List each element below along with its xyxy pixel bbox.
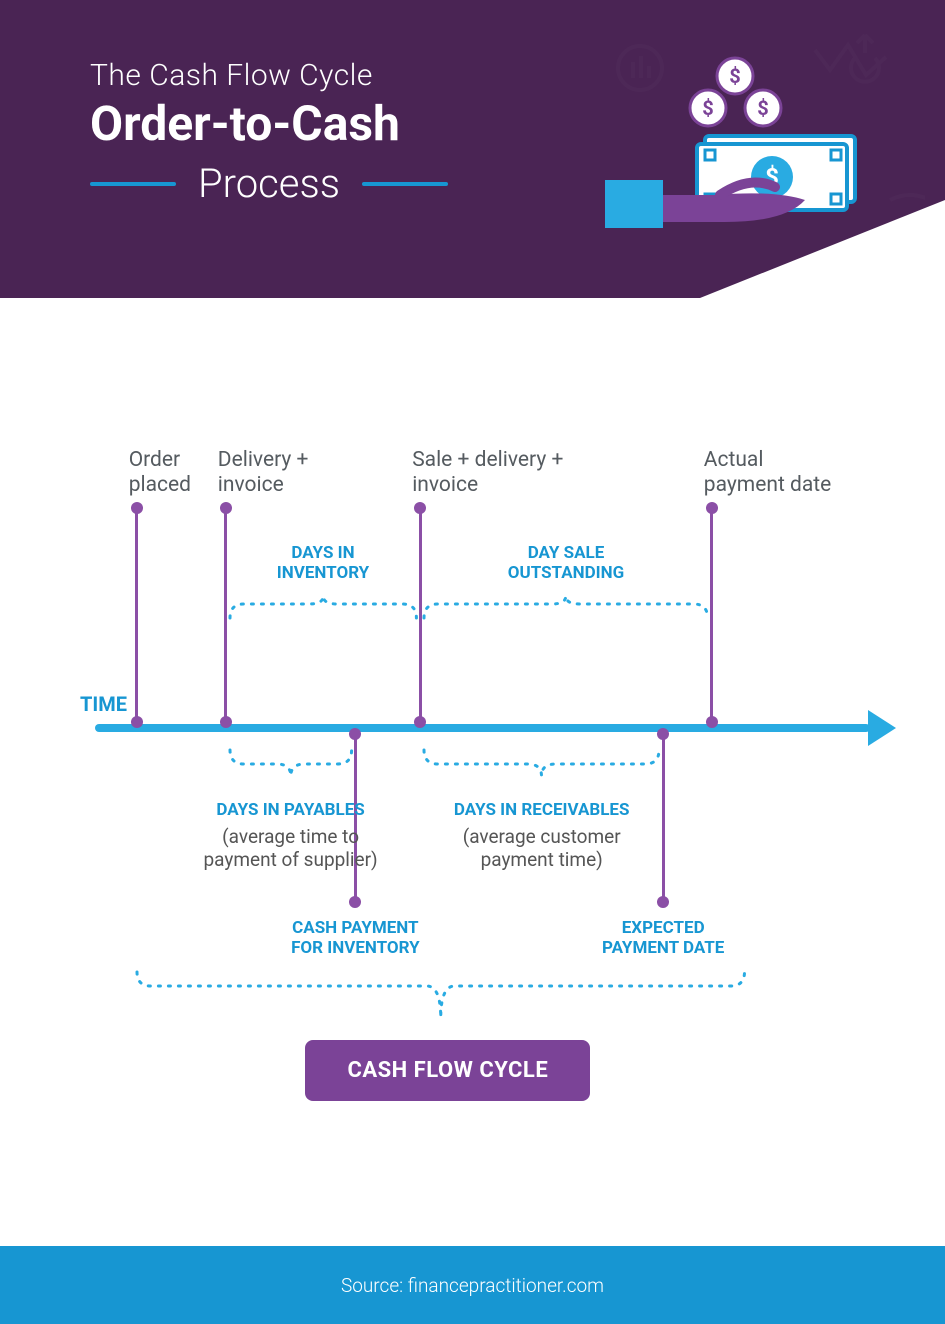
footer-text: Source: financepractitioner.com [341,1274,604,1297]
event-label-actual-payment: Actual payment date [704,448,832,498]
span-label-days-in-inventory: DAYS IN INVENTORY [243,543,403,584]
title-rule-left [90,182,176,186]
point-label-cash-payment-inventory: CASH PAYMENT FOR INVENTORY [265,918,445,959]
body: TIME Order placed Delivery + invoice Sale +… [0,298,945,1246]
hero-illustration: $ $ $ [605,50,885,230]
coin-3: $ [745,90,781,126]
event-marker-sale-delivery-invoice-dot-top [414,502,426,514]
brace-days-in-payables [220,740,362,786]
coin-2: $ [690,90,726,126]
point-marker-cash-payment-inventory-dot-bottom [349,896,361,908]
event-marker-delivery-invoice-dot-top [220,502,232,514]
span-sub-days-in-payables: (average time to payment of supplier) [181,826,401,872]
page: The Cash Flow Cycle Order-to-Cash Proces… [0,0,945,1324]
span-label-days-in-receivables: DAYS IN RECEIVABLES [432,800,652,820]
title-block: The Cash Flow Cycle Order-to-Cash Proces… [90,58,448,207]
span-label-day-sale-outstanding: DAY SALE OUTSTANDING [486,543,646,584]
event-marker-sale-delivery-invoice-dot-bottom [414,716,426,728]
svg-text:$: $ [757,96,768,120]
brace-day-sale-outstanding [414,586,718,628]
time-axis-label: TIME [80,692,127,716]
event-label-delivery-invoice: Delivery + invoice [218,448,309,498]
event-marker-order-placed [135,508,138,722]
brace-days-in-inventory [220,586,426,628]
event-label-order-placed: Order placed [129,448,191,498]
span-sub-days-in-receivables: (average customer payment time) [432,826,652,872]
event-marker-actual-payment-dot-top [706,502,718,514]
title-line-2: Order-to-Cash [90,95,448,152]
time-axis-arrow [868,710,896,746]
event-marker-actual-payment-dot-bottom [706,716,718,728]
money-hand-icon: $ $ $ [605,50,885,230]
coins-group: $ $ $ [690,58,781,126]
svg-text:$: $ [702,96,713,120]
point-label-expected-payment-date: EXPECTED PAYMENT DATE [573,918,753,959]
header: The Cash Flow Cycle Order-to-Cash Proces… [0,0,945,298]
brace-days-in-receivables [414,740,669,786]
event-marker-delivery-invoice-dot-bottom [220,716,232,728]
sleeve [605,180,663,228]
footer: Source: financepractitioner.com [0,1246,945,1324]
point-marker-expected-payment-date-dot-bottom [657,896,669,908]
svg-text:$: $ [729,64,740,88]
title-rule-right [362,182,448,186]
time-axis [95,724,870,732]
timeline-diagram: TIME Order placed Delivery + invoice Sale +… [80,448,890,1206]
point-marker-expected-payment-date-dot-top [657,728,669,740]
event-label-sale-delivery-invoice: Sale + delivery + invoice [412,448,563,498]
coin-1: $ [717,58,753,94]
cash-flow-cycle-pill: CASH FLOW CYCLE [305,1040,590,1101]
event-marker-order-placed-dot-top [131,502,143,514]
title-line-3-row: Process [90,160,448,207]
span-label-days-in-payables: DAYS IN PAYABLES [181,800,401,820]
point-marker-cash-payment-inventory-dot-top [349,728,361,740]
brace-cash-flow-cycle [127,962,755,1028]
title-line-3: Process [198,160,340,207]
event-marker-order-placed-dot-bottom [131,716,143,728]
title-line-1: The Cash Flow Cycle [90,58,448,93]
